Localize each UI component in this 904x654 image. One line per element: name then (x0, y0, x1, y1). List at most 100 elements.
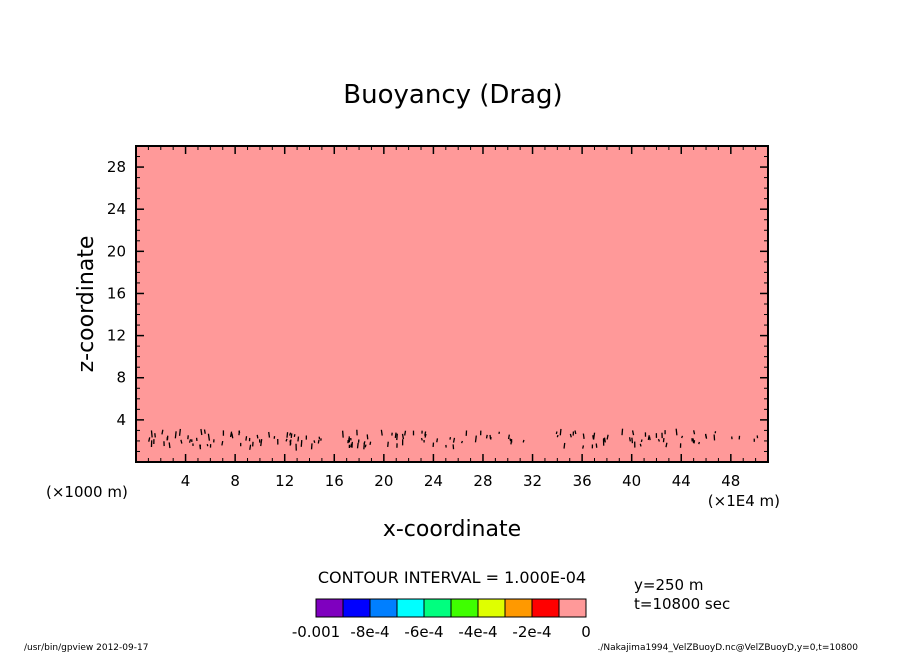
contour-speckle (364, 444, 367, 448)
contour-speckle (574, 430, 577, 435)
chart-title: Buoyancy (Drag) (343, 80, 562, 110)
contour-speckle (200, 428, 203, 436)
contour-interval-text: CONTOUR INTERVAL = 1.000E-04 (318, 568, 586, 587)
y-tick-label: 16 (107, 284, 126, 302)
y-tick-label: 28 (107, 158, 126, 176)
colorbar-swatch (423, 598, 452, 618)
x-tick-label: 48 (721, 472, 740, 490)
contour-speckle (595, 443, 598, 448)
colorbar-label: -4e-4 (458, 623, 497, 641)
contour-speckle (174, 431, 177, 439)
contour-speckle (168, 442, 171, 449)
colorbar-swatch (450, 598, 479, 618)
contour-speckle (396, 433, 398, 441)
colorbar (315, 598, 587, 618)
y-tick-label: 20 (107, 242, 126, 260)
contour-speckle (592, 432, 596, 440)
contour-speckle (640, 439, 643, 443)
colorbar-label: -8e-4 (350, 623, 389, 641)
x-tick-label: 4 (181, 472, 191, 490)
contour-speckle (341, 430, 344, 438)
contour-speckle (510, 439, 513, 445)
info-t: t=10800 sec (634, 595, 730, 613)
contour-speckle (693, 440, 696, 444)
y-tick-label: 4 (116, 411, 126, 429)
x-tick-label: 12 (275, 472, 294, 490)
footer-left: /usr/bin/gpview 2012-09-17 (24, 643, 148, 653)
x-tick-label: 44 (672, 472, 691, 490)
contour-speckle (180, 439, 183, 444)
footer-right: ./Nakajima1994_VelZBuoyD.nc@VelZBuoyD,y=… (597, 643, 858, 653)
y-tick-label: 8 (116, 369, 126, 387)
x-tick-label: 40 (622, 472, 641, 490)
x-axis-label: x-coordinate (383, 517, 521, 542)
contour-speckle (404, 430, 407, 436)
plot-field (136, 146, 768, 462)
contour-speckle (474, 435, 477, 443)
contour-speckle (602, 438, 605, 442)
contour-speckle (356, 442, 359, 449)
x-tick-label: 36 (573, 472, 592, 490)
x-tick-label: 28 (473, 472, 492, 490)
contour-speckle (648, 436, 651, 441)
contour-speckle (675, 428, 678, 436)
contour-speckle (268, 431, 271, 438)
x-tick-label: 16 (325, 472, 344, 490)
x-unit-left: (×1000 m) (46, 483, 128, 501)
colorbar-swatch (396, 598, 425, 618)
contour-speckle (628, 437, 631, 442)
contour-speckle (256, 434, 259, 439)
contour-speckle (289, 440, 292, 445)
contour-speckle (238, 430, 241, 434)
contour-speckle (665, 442, 668, 448)
contour-speckle (569, 433, 572, 438)
contour-speckle (289, 432, 292, 436)
contour-speckle (436, 438, 439, 443)
contour-speckle (657, 438, 661, 442)
contour-speckle (582, 445, 585, 449)
contour-speckle (387, 441, 389, 448)
contour-speckle (297, 436, 300, 442)
contour-speckle (639, 443, 642, 447)
contour-speckle (150, 430, 153, 438)
contour-speckle (188, 439, 192, 443)
colorbar-swatch (342, 598, 371, 618)
contour-speckle (559, 428, 562, 436)
x-ticks: 4 8 12 16 20 24 28 32 36 40 44 48 (147, 146, 757, 490)
contour-speckle (313, 440, 316, 443)
contour-speckle (221, 440, 224, 446)
colorbar-labels: -0.001 -8e-4 -6e-4 -4e-4 -2e-4 0 (292, 623, 591, 641)
x-tick-label: 20 (374, 472, 393, 490)
contour-speckle (260, 439, 263, 447)
contour-speckle (290, 433, 293, 438)
contour-speckle (555, 431, 558, 435)
info-y: y=250 m (634, 576, 703, 594)
colorbar-label: -0.001 (292, 623, 340, 641)
colorbar-swatch (531, 598, 560, 618)
contour-speckle (424, 431, 427, 436)
contour-speckle (207, 433, 211, 441)
contour-speckle (460, 440, 464, 444)
colorbar-swatch (504, 598, 533, 618)
contour-speckle (452, 437, 456, 443)
contour-speckle (380, 429, 383, 436)
contour-speckle (366, 434, 369, 440)
contour-speckle (317, 439, 320, 444)
contour-speckle (631, 430, 635, 436)
colorbar-label: -2e-4 (512, 623, 551, 641)
contour-speckle (363, 441, 366, 445)
contour-speckle (603, 437, 606, 443)
colorbar-swatch (369, 598, 398, 618)
contour-speckle (245, 436, 248, 441)
contour-speckle (161, 429, 164, 435)
y-ticks: 4 8 12 16 20 24 28 (107, 156, 768, 452)
contour-speckle (350, 443, 353, 448)
y-tick-label: 12 (107, 327, 126, 345)
contour-speckle (582, 433, 585, 439)
contour-speckle (522, 439, 525, 443)
colorbar-swatch (558, 598, 587, 618)
contour-speckle (621, 428, 624, 436)
x-tick-label: 32 (523, 472, 542, 490)
contour-speckle (449, 436, 452, 440)
